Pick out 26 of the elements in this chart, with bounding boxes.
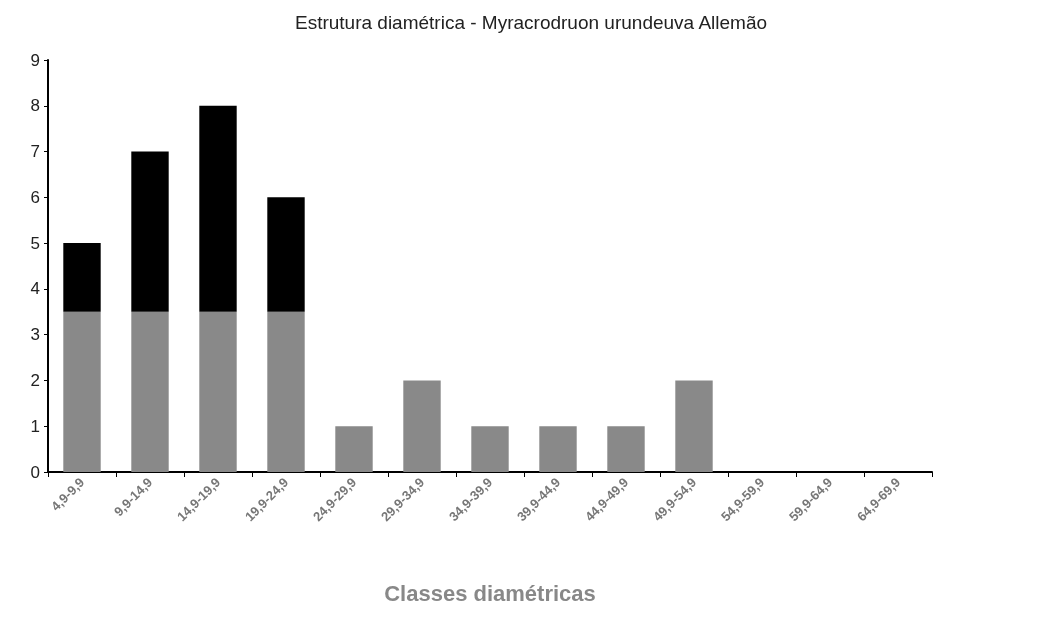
y-tick-label: 2 — [30, 370, 40, 390]
y-tick-label: 7 — [30, 142, 40, 162]
chart-title: Estrutura diamétrica - Myracrodruon urundeuva Allemão — [294, 12, 768, 33]
x-axis-title: Classes diamétricas — [384, 580, 596, 606]
bar — [267, 311, 305, 472]
bar — [607, 426, 645, 472]
y-tick-label: 8 — [30, 96, 40, 116]
y-tick-label: 0 — [30, 462, 40, 482]
y-tick-label: 1 — [30, 416, 40, 436]
y-tick-label: 5 — [30, 233, 40, 253]
y-tick-label: 4 — [30, 279, 40, 299]
bar — [131, 311, 169, 472]
bar — [63, 311, 101, 472]
bar — [63, 243, 101, 312]
bar — [335, 426, 373, 472]
bar — [403, 380, 441, 472]
bar — [131, 151, 169, 312]
y-tick-label: 6 — [30, 187, 40, 207]
bar — [539, 426, 577, 472]
bar — [199, 105, 237, 312]
bar — [675, 380, 713, 472]
bar — [471, 426, 509, 472]
bar — [199, 311, 237, 472]
y-tick-label: 9 — [30, 50, 40, 70]
bar — [267, 197, 305, 312]
y-tick-label: 3 — [30, 325, 40, 345]
